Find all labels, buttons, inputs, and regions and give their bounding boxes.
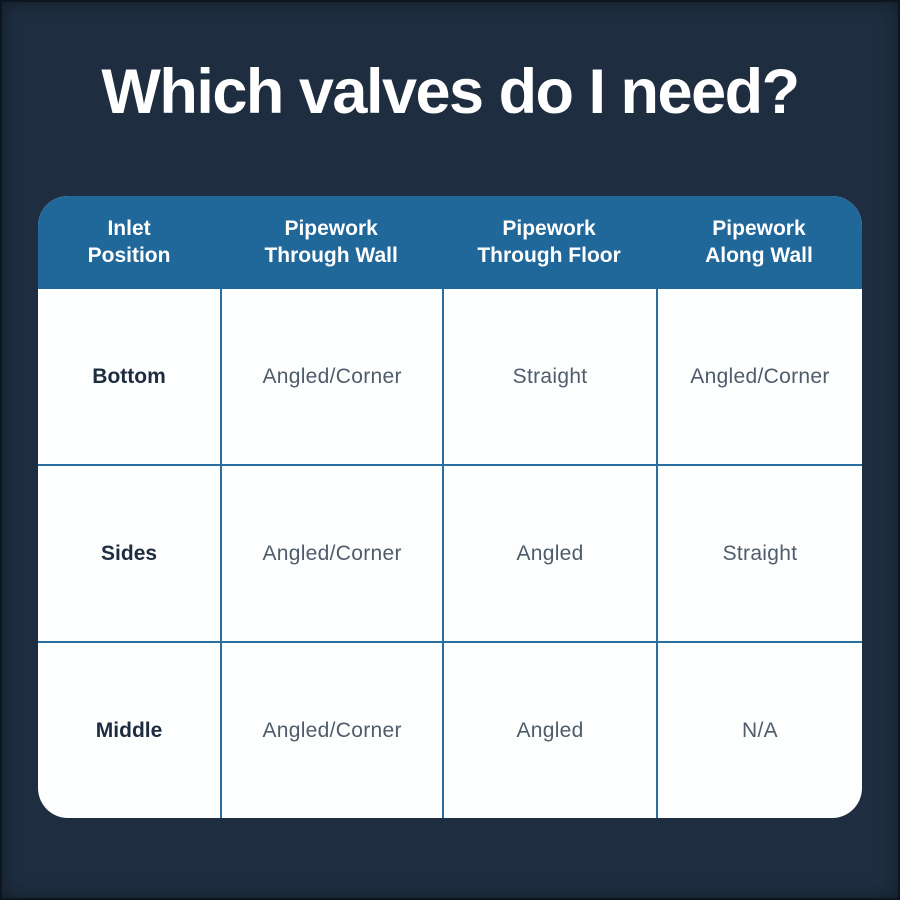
cell-sides-through-wall: Angled/Corner <box>220 466 442 641</box>
column-header-inlet-position: Inlet Position <box>87 216 171 267</box>
column-header-pipework-through-floor: Pipework Through Floor <box>477 216 621 267</box>
cell-bottom-along-wall: Angled/Corner <box>655 289 862 464</box>
cell-sides-through-floor: Angled <box>442 466 656 641</box>
valve-selection-table: Inlet Position Pipework Through Wall Pip… <box>38 196 862 818</box>
row-label-bottom: Bottom <box>92 364 166 388</box>
row-label-middle: Middle <box>95 718 163 742</box>
column-header-pipework-along-wall: Pipework Along Wall <box>705 216 813 267</box>
cell-sides-along-wall: Straight <box>655 466 862 641</box>
table-row-sides: Sides Angled/Corner Angled Straight <box>38 464 862 641</box>
page-title: Which valves do I need? <box>101 57 800 127</box>
table-row-middle: Middle Angled/Corner Angled N/A <box>38 641 862 818</box>
column-header-pipework-through-wall: Pipework Through Wall <box>264 216 398 267</box>
table-body: Bottom Angled/Corner Straight Angled/Cor… <box>38 289 862 818</box>
table-row-bottom: Bottom Angled/Corner Straight Angled/Cor… <box>38 289 862 464</box>
cell-bottom-through-wall: Angled/Corner <box>220 289 442 464</box>
cell-bottom-through-floor: Straight <box>442 289 656 464</box>
table-header-row: Inlet Position Pipework Through Wall Pip… <box>38 196 862 289</box>
cell-middle-along-wall: N/A <box>655 643 862 818</box>
cell-middle-through-wall: Angled/Corner <box>220 643 442 818</box>
row-label-sides: Sides <box>101 541 158 565</box>
cell-middle-through-floor: Angled <box>442 643 656 818</box>
